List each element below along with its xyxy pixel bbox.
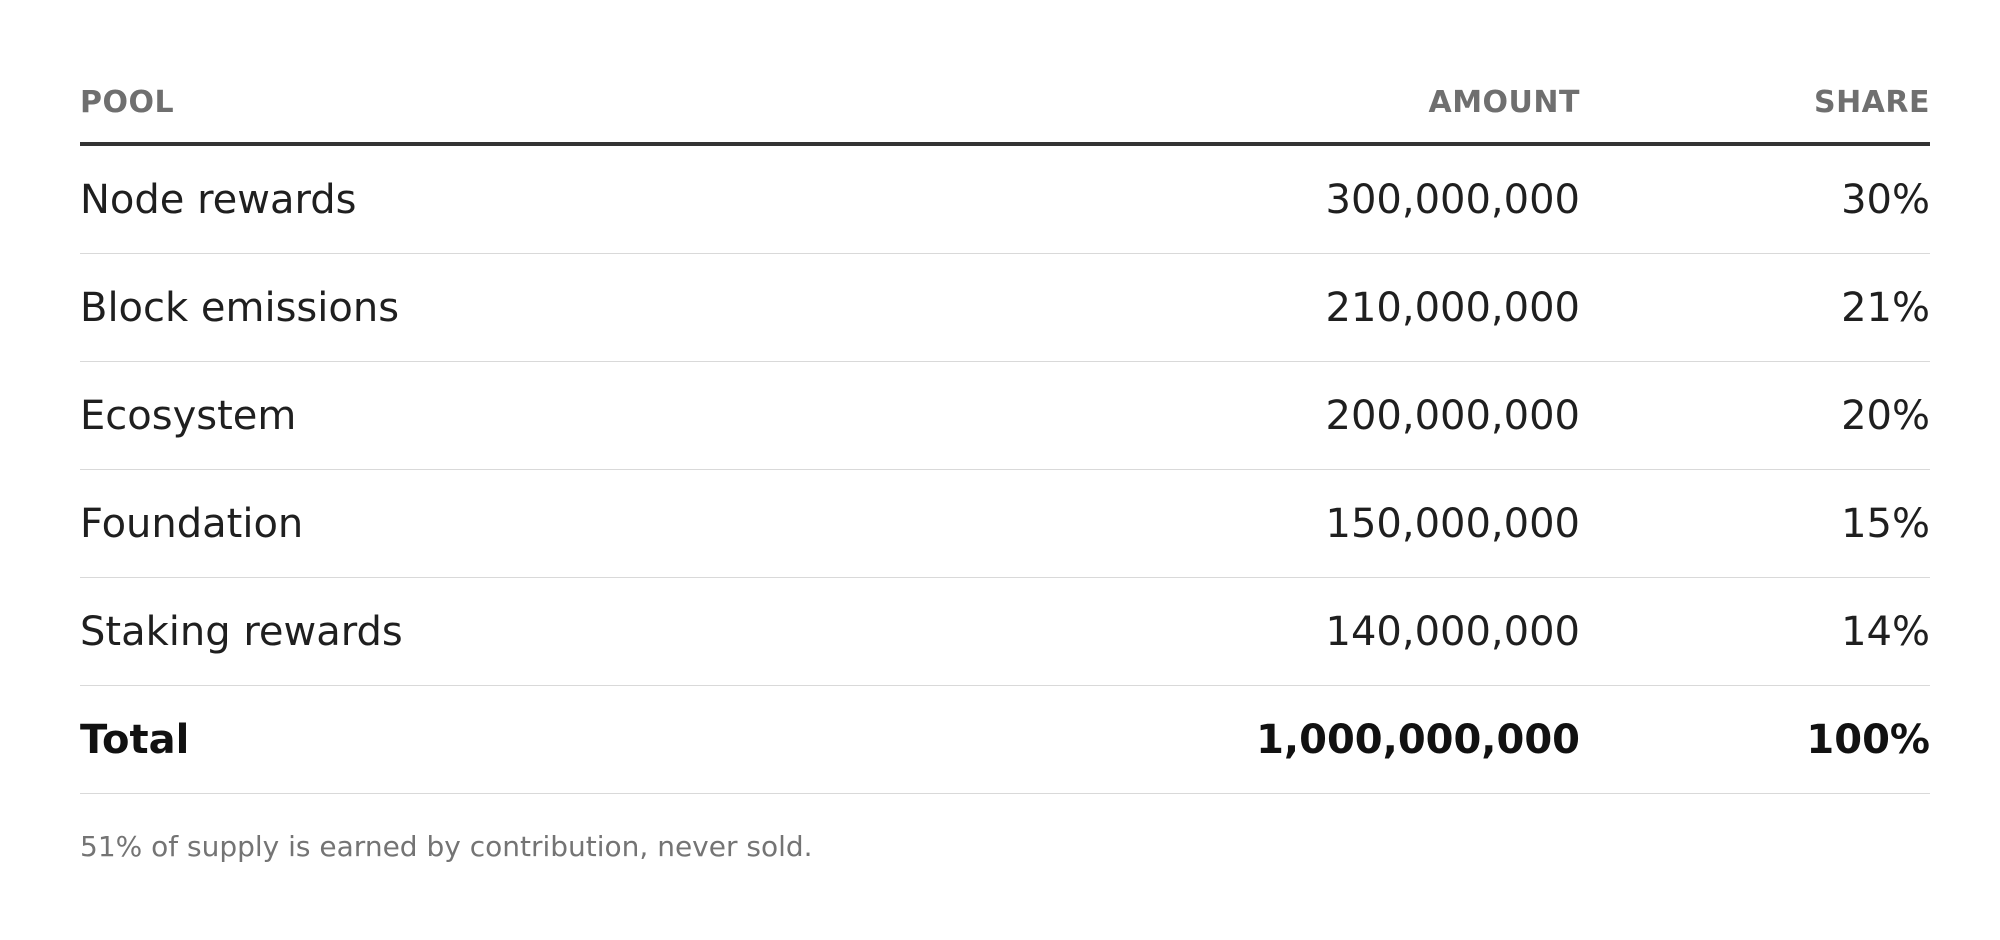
pool-name-cell: Staking rewards — [80, 608, 403, 655]
footnote: 51% of supply is earned by contribution,… — [80, 830, 813, 863]
table-row: Block emissions 210,000,000 21% — [80, 254, 1930, 362]
total-share: 100% — [1806, 716, 1930, 763]
amount-cell: 200,000,000 — [1325, 392, 1580, 439]
table-row: Node rewards 300,000,000 30% — [80, 146, 1930, 254]
share-cell: 20% — [1841, 392, 1930, 439]
amount-cell: 150,000,000 — [1325, 500, 1580, 547]
total-row: Total 1,000,000,000 100% — [80, 686, 1930, 794]
pool-name-cell: Node rewards — [80, 176, 357, 223]
column-header-amount: AMOUNT — [1428, 85, 1580, 120]
pool-name-cell: Ecosystem — [80, 392, 297, 439]
total-label: Total — [80, 716, 190, 763]
amount-cell: 300,000,000 — [1325, 176, 1580, 223]
allocation-table: POOL AMOUNT SHARE Node rewards 300,000,0… — [80, 0, 1930, 863]
table-row: Foundation 150,000,000 15% — [80, 470, 1930, 578]
amount-cell: 210,000,000 — [1325, 284, 1580, 331]
table-row: Staking rewards 140,000,000 14% — [80, 578, 1930, 686]
table-row: Ecosystem 200,000,000 20% — [80, 362, 1930, 470]
pool-name-cell: Foundation — [80, 500, 304, 547]
share-cell: 30% — [1841, 176, 1930, 223]
column-header-pool: POOL — [80, 85, 175, 120]
total-amount: 1,000,000,000 — [1256, 716, 1580, 763]
share-cell: 14% — [1841, 608, 1930, 655]
share-cell: 15% — [1841, 500, 1930, 547]
share-cell: 21% — [1841, 284, 1930, 331]
table-header-row: POOL AMOUNT SHARE — [80, 0, 1930, 146]
column-header-share: SHARE — [1813, 85, 1930, 120]
amount-cell: 140,000,000 — [1325, 608, 1580, 655]
pool-name-cell: Block emissions — [80, 284, 400, 331]
